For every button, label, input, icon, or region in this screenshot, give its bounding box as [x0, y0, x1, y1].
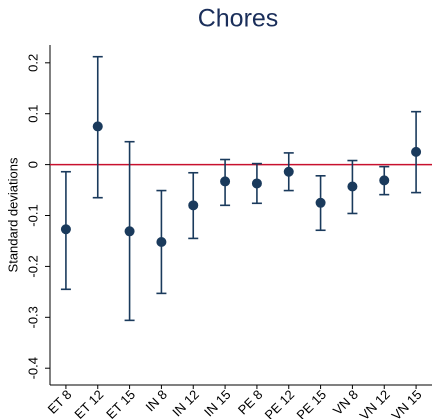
point	[251, 178, 262, 189]
x-tick-label: IN 15	[201, 387, 234, 419]
point	[124, 226, 135, 237]
chart-title: Chores	[198, 5, 279, 33]
y-axis-label: Standard deviations	[5, 157, 20, 272]
point	[379, 175, 390, 186]
x-tick-label: ET 15	[103, 387, 138, 419]
x-tick-label: ET 12	[71, 387, 106, 419]
y-tick-label: -0.1	[25, 204, 40, 226]
x-tick-label: VN 15	[388, 387, 424, 419]
y-tick-label: -0.4	[25, 357, 40, 379]
y-tick-label: -0.3	[25, 306, 40, 328]
y-tick-label: 0.2	[25, 54, 40, 72]
y-tick-label: 0.1	[25, 105, 40, 123]
point	[220, 176, 231, 187]
x-tick-label: PE 12	[262, 387, 298, 419]
point	[411, 146, 422, 157]
point	[283, 166, 294, 177]
x-tick-label: IN 8	[143, 387, 170, 414]
x-tick-label: ET 8	[45, 387, 75, 417]
point	[188, 200, 199, 211]
point	[347, 181, 358, 192]
y-tick-label: -0.2	[25, 255, 40, 277]
x-tick-label: VN 12	[357, 387, 393, 419]
point	[60, 224, 71, 235]
point	[92, 121, 103, 132]
point	[315, 197, 326, 208]
x-tick-label: PE 15	[293, 387, 329, 419]
y-tick-label: 0	[25, 161, 40, 168]
x-tick-label: IN 12	[169, 387, 202, 419]
point	[156, 236, 167, 247]
x-tick-label: PE 8	[235, 387, 266, 418]
